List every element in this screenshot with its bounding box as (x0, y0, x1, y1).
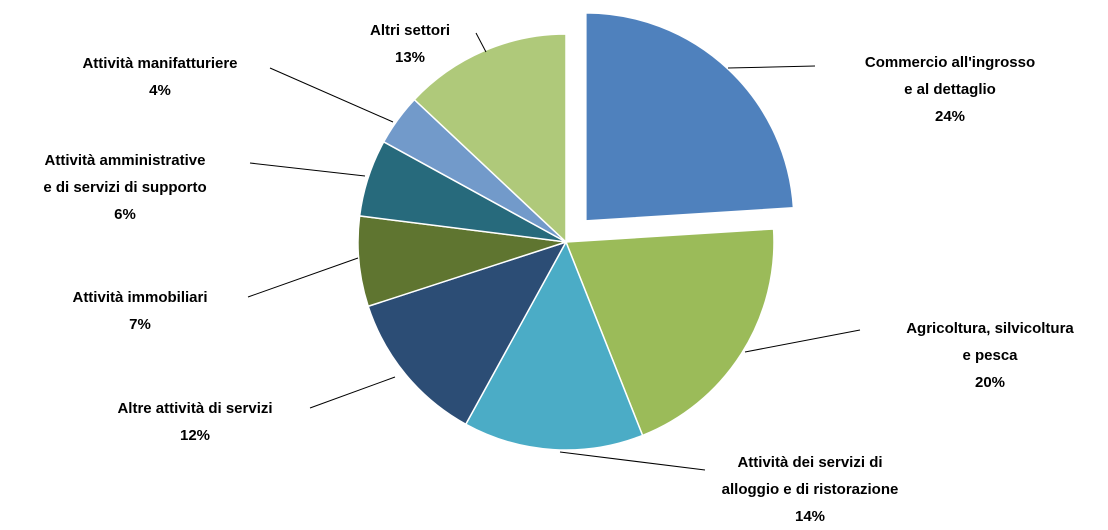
value-label: 24% (934, 108, 966, 125)
pie-slice (564, 228, 775, 437)
value-label: 13% (394, 49, 426, 66)
leader-line (559, 451, 706, 471)
pie-slice (367, 240, 568, 426)
category-label: Attività dei servizi di alloggio e di ri… (721, 454, 899, 498)
slice-label: Altre attività di servizi 12% (117, 395, 272, 449)
leader-line (744, 329, 861, 353)
value-label: 20% (974, 374, 1006, 391)
pie-slice (464, 240, 644, 451)
leader-line (247, 257, 359, 298)
slice-label: Attività manifatturiere 4% (82, 50, 237, 104)
value-label: 12% (179, 427, 211, 444)
value-label: 4% (149, 82, 171, 99)
pie-slice (413, 33, 567, 244)
slice-label: Agricoltura, silvicoltura e pesca 20% (906, 315, 1074, 396)
category-label: Attività immobiliari (72, 289, 208, 306)
category-label: Attività manifatturiere (82, 55, 238, 72)
slice-label: Altri settori 13% (370, 17, 450, 71)
leader-line (475, 32, 487, 53)
category-label: Altri settori (369, 22, 451, 39)
category-label: Altre attività di servizi (117, 400, 273, 417)
category-label: Attività amministrative e di servizi di … (43, 152, 207, 196)
category-label: Agricoltura, silvicoltura e pesca (906, 320, 1074, 364)
value-label: 6% (114, 206, 136, 223)
slice-label: Attività immobiliari 7% (72, 284, 207, 338)
pie-slice (585, 12, 795, 222)
category-label: Commercio all'ingrosso e al dettaglio (864, 54, 1036, 98)
leader-line (727, 65, 816, 69)
slice-label: Attività dei servizi di alloggio e di ri… (722, 449, 899, 530)
value-label: 14% (794, 508, 826, 525)
slice-label: Commercio all'ingrosso e al dettaglio 24% (865, 49, 1035, 130)
leader-line (309, 376, 396, 409)
value-label: 7% (129, 316, 151, 333)
leader-line (269, 67, 394, 123)
leader-line (249, 162, 366, 177)
slice-label: Attività amministrative e di servizi di … (43, 147, 206, 228)
